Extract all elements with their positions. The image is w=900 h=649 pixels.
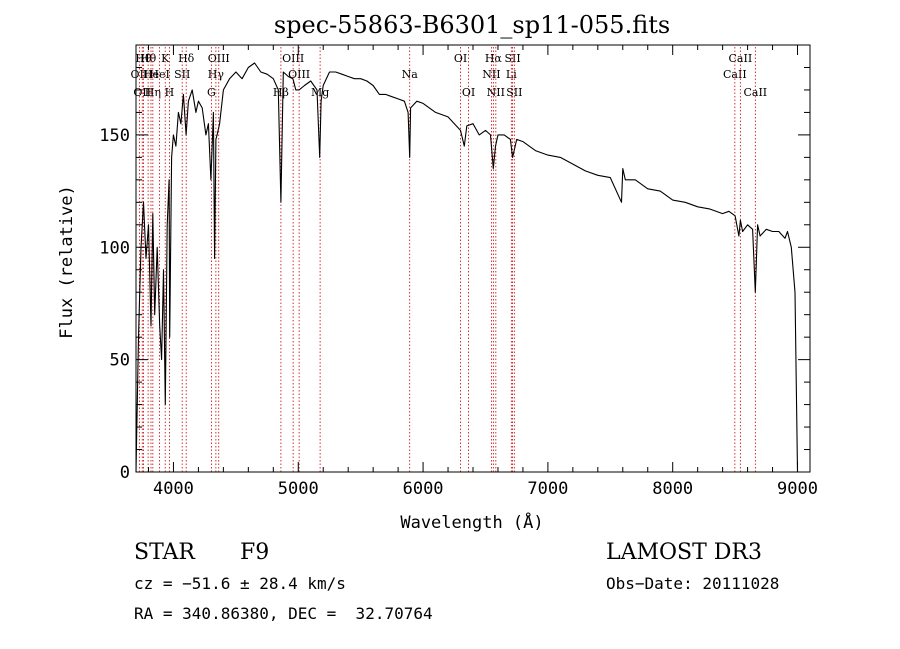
line-marker-label: OII	[131, 68, 149, 81]
coordinates: RA = 340.86380, DEC = 32.70764	[134, 604, 433, 623]
axes: 4000 5000 6000 7000 8000 9000 0 50 100 150	[99, 44, 818, 499]
line-marker-label: Hβ	[273, 86, 289, 99]
line-marker-label: Hα	[485, 52, 503, 65]
line-marker-label: OIII	[208, 52, 230, 65]
y-tick-label: 150	[99, 126, 130, 146]
line-marker-label: OIII	[288, 68, 310, 81]
line-marker-label: G	[207, 86, 216, 99]
spectrum-chart: spec-55863-B6301_sp11-055.fits OII OII Hθ H…	[57, 11, 818, 533]
x-tick-label: 5000	[278, 479, 319, 499]
line-marker-label: NII	[482, 68, 500, 81]
spectrum-series	[135, 62, 799, 473]
line-marker-label: K	[161, 52, 170, 65]
line-marker-label: SII	[504, 52, 520, 65]
line-markers: OIIOIIHθHθHeHηHeIKHSIIHδGHγOIIIHβOIIIOII…	[131, 47, 767, 472]
object-subclass: F9	[240, 540, 270, 565]
chart-title: spec-55863-B6301_sp11-055.fits	[274, 11, 670, 39]
line-marker-label: Na	[402, 68, 419, 81]
x-tick-label: 7000	[527, 479, 568, 499]
line-marker-label: Li	[506, 68, 517, 81]
line-marker-label: OII	[133, 86, 151, 99]
observation-date: Obs−Date: 20111028	[606, 574, 780, 593]
object-class: STAR	[134, 540, 195, 565]
line-marker-label: He	[143, 68, 159, 81]
x-axis-label: Wavelength (Å)	[400, 511, 543, 533]
line-marker-label: CaII	[743, 86, 767, 99]
line-marker-label: OI	[454, 52, 467, 65]
line-marker-label: OI	[462, 86, 475, 99]
line-marker-label: SII	[174, 68, 190, 81]
y-tick-label: 50	[110, 351, 130, 371]
line-marker-label: HeI	[149, 68, 169, 81]
line-marker-label: CaII	[723, 68, 747, 81]
y-tick-label: 0	[120, 463, 130, 483]
line-marker-label: SII	[506, 86, 522, 99]
line-marker-label: CaII	[729, 52, 753, 65]
y-axis-label: Flux (relative)	[57, 185, 77, 339]
y-tick-label: 100	[99, 238, 130, 258]
line-marker-label: Hη	[145, 86, 161, 99]
line-marker-label: NII	[487, 86, 505, 99]
survey-name: LAMOST DR3	[606, 540, 762, 565]
line-marker-label: Hγ	[208, 68, 225, 81]
line-marker-label: Hθ	[140, 52, 157, 65]
x-tick-label: 4000	[153, 479, 194, 499]
line-marker-label: OIII	[282, 52, 304, 65]
spectrum-line	[135, 62, 799, 473]
x-tick-label: 9000	[777, 479, 818, 499]
plot-frame	[135, 44, 811, 473]
line-marker-label: Mg	[311, 86, 329, 99]
line-marker-label: H	[165, 86, 175, 99]
x-tick-label: 6000	[403, 479, 444, 499]
line-marker-label: Hδ	[178, 52, 195, 65]
x-tick-label: 8000	[652, 479, 693, 499]
redshift-value: cz = −51.6 ± 28.4 km/s	[134, 574, 346, 593]
